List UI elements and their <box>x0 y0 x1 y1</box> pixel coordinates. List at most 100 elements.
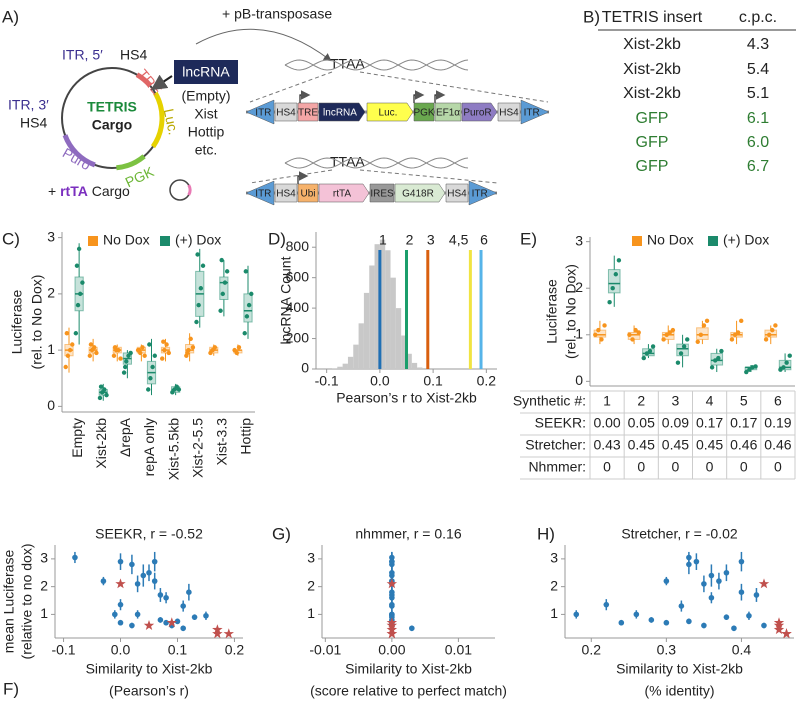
point <box>188 336 193 342</box>
point <box>70 342 75 347</box>
table-cell: 0 <box>603 459 611 475</box>
point <box>111 353 117 358</box>
point <box>708 572 715 579</box>
x-tick-label: 0.2 <box>225 642 245 658</box>
point <box>709 365 715 370</box>
point <box>731 625 737 632</box>
marker-label: 4,5 <box>449 232 469 248</box>
construct-label: ITR <box>255 108 271 119</box>
point <box>191 614 198 620</box>
point <box>151 558 158 565</box>
table-cell: 0.17 <box>730 415 757 431</box>
dna-strand <box>284 59 469 71</box>
table-header: TETRIS insert <box>602 9 703 26</box>
point <box>163 594 169 601</box>
point <box>599 337 604 342</box>
arrow <box>150 74 173 91</box>
histogram-bar <box>331 368 338 369</box>
point <box>663 619 670 626</box>
point <box>627 332 632 337</box>
highlight-star <box>212 628 223 639</box>
point <box>76 246 82 252</box>
y-tick-label: 1 <box>550 605 558 621</box>
chart-title: nhmmer, r = 0.16 <box>355 526 461 542</box>
y-tick-label: 0 <box>575 372 583 388</box>
x-axis-label: Similarity to Xist-2kb <box>86 661 213 677</box>
legend-label: (+) Dox <box>723 232 769 248</box>
construct-element <box>274 183 298 203</box>
point <box>735 330 741 335</box>
panel-label: D) <box>268 229 286 248</box>
histogram-bar <box>417 367 423 369</box>
y-tick-label: 800 <box>286 238 310 254</box>
point <box>146 387 151 392</box>
box <box>243 293 253 323</box>
panel-label: H) <box>537 524 555 543</box>
point <box>708 594 715 601</box>
plasmid-label: TETRIS <box>87 99 137 115</box>
table-cell: 0 <box>706 459 714 475</box>
y-tick-label: 2 <box>47 285 55 301</box>
promoter-flag <box>413 90 425 103</box>
y-axis-label: mean Luciferase <box>1 550 17 654</box>
rtta: rtTA <box>60 183 88 199</box>
construct-element <box>245 180 275 206</box>
point <box>219 257 224 263</box>
highlight-star <box>386 578 398 589</box>
point <box>389 589 395 595</box>
point <box>117 558 124 565</box>
table-label: Nhmmer: <box>528 459 586 475</box>
chart-title: Stretcher, r = -0.02 <box>621 526 738 542</box>
y-tick-label: 2 <box>40 577 48 593</box>
construct-label: HS4 <box>276 108 296 119</box>
promoter-flag <box>434 90 446 103</box>
table-cell: 0.45 <box>662 437 689 453</box>
point <box>134 611 141 618</box>
x-tick-label: 3 <box>672 393 680 409</box>
point <box>88 342 94 347</box>
point <box>713 358 718 363</box>
point <box>249 291 254 297</box>
insert-label: Hottip <box>188 124 225 140</box>
point <box>698 332 704 337</box>
y-axis-label: Luciferase <box>9 289 25 354</box>
marker-label: 3 <box>427 232 435 248</box>
panel-b: B) TETRIS insert c.p.c. Xist-2kb 4.3 Xis… <box>583 7 796 175</box>
x-tick-label: 0.0 <box>111 642 131 658</box>
x-tick-label: 0.00 <box>378 642 405 658</box>
x-tick-label: -0.1 <box>51 642 75 658</box>
x-tick-label: 2 <box>637 393 645 409</box>
y-tick-label: 1 <box>575 325 583 341</box>
construct-label: Ubi <box>300 189 315 200</box>
x-axis-label: Similarity to Xist-2kb <box>616 661 743 677</box>
chart-title: SEEKR, r = -0.52 <box>95 526 203 542</box>
point <box>633 611 640 618</box>
point <box>778 367 783 372</box>
table-label: SEEKR: <box>535 415 586 431</box>
point <box>112 611 118 618</box>
box <box>607 269 621 294</box>
x-tick-label: 1 <box>603 393 611 409</box>
x-axis-label: (% identity) <box>644 683 714 699</box>
point <box>148 376 153 381</box>
y-tick-label: 3 <box>575 232 583 248</box>
plasmid-label: HS4 <box>20 115 47 131</box>
point <box>753 592 760 598</box>
point <box>747 367 752 372</box>
y-tick-label: 1 <box>47 341 55 357</box>
construct-label: lncRNA <box>323 108 357 119</box>
plasmid-label: Puro <box>60 145 94 174</box>
table-header: c.p.c. <box>739 9 777 26</box>
point <box>80 280 85 285</box>
y-tick-label: 2 <box>307 577 315 593</box>
construct-element <box>445 183 469 203</box>
constructs: ITR HS4 TRE lncRNA Luc. PGK EF1α PuroR HS4 ITRITR… <box>245 59 550 206</box>
table-cell: 0.09 <box>662 415 689 431</box>
point <box>787 353 792 358</box>
point <box>224 269 230 274</box>
table-cell: 0 <box>774 459 782 475</box>
table-cell: 0.46 <box>764 437 791 453</box>
y-tick-label: 600 <box>286 268 310 284</box>
construct-element <box>245 99 275 125</box>
y-tick-label: 0 <box>47 397 55 413</box>
